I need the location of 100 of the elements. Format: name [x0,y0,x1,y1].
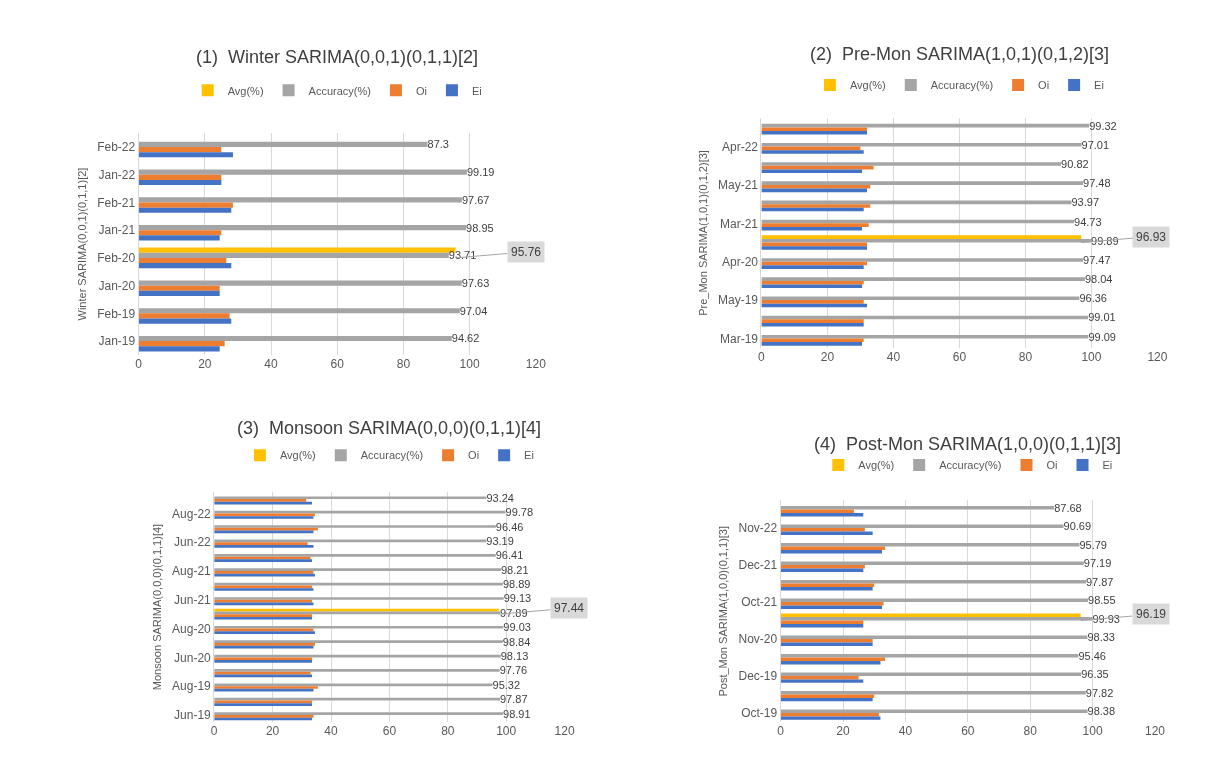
data-label: 94.62 [451,332,480,345]
bar [761,319,864,323]
bar [761,184,871,189]
bar [761,277,1085,281]
data-label: 99.89 [1091,234,1119,247]
data-label: 93.97 [1071,196,1100,209]
bar [761,265,864,269]
data-label: 98.91 [503,707,531,720]
bar [138,169,467,175]
x-tick-label: 20 [265,724,280,739]
bar [214,525,496,528]
data-label: 98.04 [1084,273,1113,286]
x-tick-label: 120 [554,724,575,739]
x-tick-label: 80 [1018,350,1033,365]
data-label: 98.95 [466,221,494,234]
chart-title: (1) Winter SARIMA(0,0,1)(0,1,1)[2] [196,47,479,67]
x-tick-label: 120 [525,356,547,371]
bar [214,527,318,531]
bar [214,688,314,692]
x-tick-label: 100 [1081,350,1102,365]
bar [780,543,1080,547]
y-axis-title: Pre_Mon SARIMA(1,0,1)(0,1,2)[3] [696,150,709,316]
bar [138,179,222,186]
data-label: 98.84 [502,635,531,648]
y-tick-label: Aug-21 [172,564,212,579]
bar [780,709,1088,713]
bar [138,247,456,253]
bar [138,235,220,241]
data-label: 96.46 [495,520,524,533]
data-label: 99.78 [505,506,534,519]
bar [780,620,864,624]
y-tick-label: Jun-21 [174,593,212,608]
data-label: 97.63 [461,277,490,290]
y-axis-title: Winter SARIMA(0,0,1)(0,1,1)[2] [75,167,88,321]
bar [214,669,500,672]
y-tick-label: Aug-22 [172,506,212,521]
x-tick-label: 120 [1147,350,1168,365]
data-label: 95.32 [492,678,521,691]
bar [780,679,864,683]
data-label: 94.73 [1074,215,1102,228]
x-tick-label: 0 [758,350,766,365]
data-label: 97.47 [1083,253,1111,266]
bar [214,542,308,545]
bar [761,338,864,343]
data-label: 95.46 [1078,649,1106,662]
data-label: 98.38 [1087,705,1116,718]
data-label: 97.76 [499,664,528,677]
bar [761,223,869,227]
data-label: 97.01 [1081,138,1110,151]
bar [138,152,233,158]
bar [761,280,864,285]
bar [780,528,865,532]
bar [761,181,1084,185]
legend-label: Accuracy(%) [360,449,424,462]
data-label: 93.19 [486,534,514,547]
bar [214,625,504,629]
x-tick-label: 100 [496,724,517,739]
chart-title: (2) Pre-Mon SARIMA(1,0,1)(0,1,2)[3] [810,44,1110,64]
data-label: 90.69 [1063,520,1092,533]
data-label: 98.89 [502,578,531,591]
y-tick-label: Mar-21 [719,216,759,231]
data-label: 99.01 [1088,311,1116,324]
data-label: 95.79 [1079,538,1107,551]
legend-label: Avg(%) [849,79,886,92]
bar [138,346,220,352]
x-tick-label: 40 [324,724,338,739]
data-label: 93.71 [448,249,477,262]
y-tick-label: Mar-19 [719,331,759,346]
x-tick-label: 60 [330,356,345,371]
data-label: 98.33 [1087,631,1115,644]
data-label: 93.24 [486,491,514,504]
bar [780,716,881,720]
bar [761,204,871,208]
bar [138,146,222,153]
bar [780,506,1055,510]
bar [138,341,225,347]
data-label: 97.44 [554,601,585,615]
data-label: 99.19 [466,166,495,179]
y-tick-label: Oct-19 [741,706,778,721]
y-axis-title: Monsoon SARIMA(0,0,0)(0,1,1)[4] [150,523,163,691]
bar [780,694,875,698]
bar [761,131,867,135]
data-label: 97.04 [459,304,488,317]
bar [138,263,232,269]
data-label: 97.67 [461,193,490,206]
bar [214,697,500,701]
data-label: 96.36 [1079,292,1107,305]
y-tick-label: Aug-19 [172,679,212,694]
data-label: 87.3 [427,138,449,151]
legend-label: Ei [524,449,534,462]
y-tick-label: Jun-22 [174,535,212,550]
bar [214,640,503,643]
bar [761,246,867,250]
bar [138,141,428,147]
x-tick-label: 80 [396,356,411,371]
y-tick-label: Aug-20 [172,621,212,636]
y-tick-label: Feb-21 [97,195,136,210]
x-tick-label: 120 [1144,724,1166,739]
data-label: 87.68 [1054,501,1082,514]
bar [138,202,233,208]
